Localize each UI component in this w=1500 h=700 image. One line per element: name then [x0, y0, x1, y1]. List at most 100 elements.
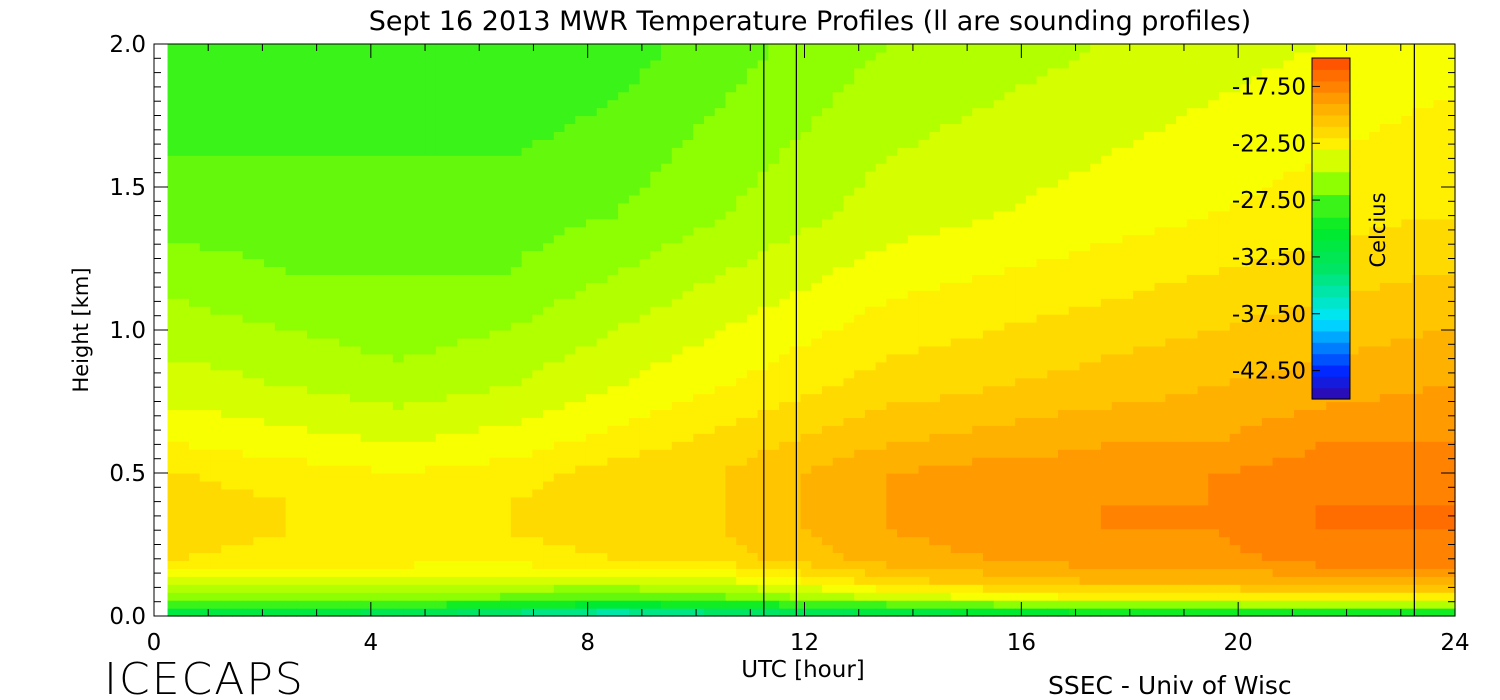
- heatmap-cell: [650, 457, 662, 466]
- heatmap-cell: [800, 234, 812, 244]
- heatmap-cell: [392, 250, 405, 260]
- heatmap-cell: [478, 123, 491, 132]
- heatmap-cell: [575, 314, 587, 323]
- heatmap-cell: [489, 67, 501, 77]
- heatmap-cell: [585, 163, 598, 172]
- heatmap-cell: [167, 369, 179, 379]
- heatmap-cell: [585, 155, 598, 164]
- heatmap-cell: [425, 107, 437, 117]
- heatmap-cell: [822, 449, 834, 458]
- heatmap-cell: [521, 417, 533, 426]
- heatmap-cell: [811, 91, 823, 101]
- heatmap-cell: [274, 584, 287, 593]
- heatmap-cell: [489, 480, 501, 490]
- heatmap-cell: [317, 457, 330, 466]
- heatmap-cell: [628, 385, 641, 395]
- heatmap-cell: [285, 480, 297, 490]
- heatmap-cell: [285, 345, 297, 355]
- heatmap-cell: [274, 520, 287, 530]
- heatmap-cell: [328, 568, 340, 577]
- heatmap-cell: [822, 83, 834, 93]
- heatmap-cell: [789, 171, 802, 180]
- heatmap-cell: [457, 441, 469, 450]
- heatmap-cell: [886, 369, 898, 379]
- heatmap-cell: [189, 560, 201, 569]
- heatmap-cell: [639, 465, 651, 474]
- heatmap-cell: [875, 465, 887, 474]
- heatmap-cell: [714, 433, 727, 442]
- heatmap-cell: [714, 441, 727, 450]
- heatmap-cell: [371, 115, 383, 125]
- heatmap-cell: [360, 258, 372, 268]
- heatmap-cell: [575, 473, 587, 482]
- heatmap-cell: [736, 592, 748, 601]
- heatmap-cell: [317, 345, 330, 355]
- heatmap-cell: [328, 44, 340, 53]
- heatmap-cell: [843, 552, 855, 561]
- heatmap-cell: [703, 123, 716, 132]
- heatmap-cell: [768, 258, 780, 268]
- heatmap-cell: [671, 560, 684, 569]
- heatmap-cell: [714, 385, 727, 395]
- heatmap-cell: [596, 480, 609, 490]
- heatmap-cell: [725, 377, 737, 387]
- heatmap-cell: [360, 504, 372, 514]
- heatmap-cell: [221, 608, 233, 617]
- heatmap-cell: [854, 330, 866, 339]
- heatmap-cell: [414, 107, 426, 117]
- heatmap-cell: [317, 322, 330, 331]
- heatmap-cell: [167, 234, 179, 244]
- heatmap-cell: [392, 75, 405, 85]
- heatmap-cell: [822, 465, 834, 474]
- heatmap-cell: [639, 91, 651, 101]
- heatmap-cell: [478, 353, 491, 363]
- heatmap-cell: [242, 504, 254, 514]
- heatmap-cell: [800, 274, 812, 283]
- heatmap-cell: [585, 179, 598, 188]
- heatmap-cell: [725, 131, 737, 140]
- heatmap-cell: [864, 560, 877, 569]
- heatmap-cell: [714, 147, 727, 156]
- heatmap-cell: [585, 242, 598, 252]
- heatmap-cell: [371, 353, 383, 363]
- heatmap-cell: [886, 473, 898, 482]
- heatmap-cell: [317, 234, 330, 244]
- heatmap-cell: [800, 75, 812, 85]
- heatmap-cell: [650, 107, 662, 117]
- heatmap-cell: [789, 242, 802, 252]
- heatmap-cell: [779, 298, 791, 307]
- heatmap-cell: [553, 488, 566, 498]
- heatmap-cell: [703, 401, 716, 411]
- heatmap-cell: [425, 202, 437, 212]
- heatmap-cell: [296, 536, 308, 546]
- heatmap-cell: [242, 441, 254, 450]
- heatmap-cell: [628, 488, 641, 498]
- heatmap-cell: [789, 44, 802, 53]
- heatmap-cell: [682, 139, 694, 148]
- heatmap-cell: [317, 536, 330, 546]
- heatmap-cell: [886, 528, 898, 538]
- heatmap-cell: [650, 377, 662, 387]
- heatmap-cell: [414, 401, 426, 411]
- heatmap-cell: [489, 163, 501, 172]
- heatmap-cell: [339, 568, 351, 577]
- heatmap-cell: [446, 528, 458, 538]
- heatmap-cell: [467, 250, 480, 260]
- heatmap-cell: [285, 584, 297, 593]
- heatmap-cell: [317, 433, 330, 442]
- heatmap-cell: [167, 83, 179, 93]
- heatmap-cell: [500, 107, 512, 117]
- heatmap-cell: [414, 306, 426, 315]
- heatmap-cell: [650, 218, 662, 228]
- heatmap-cell: [500, 179, 512, 188]
- heatmap-cell: [253, 242, 265, 252]
- heatmap-cell: [650, 234, 662, 244]
- heatmap-cell: [242, 187, 254, 196]
- heatmap-cell: [210, 385, 222, 395]
- heatmap-cell: [682, 361, 694, 371]
- heatmap-cell: [875, 345, 887, 355]
- heatmap-cell: [886, 433, 898, 442]
- heatmap-cell: [253, 330, 265, 339]
- heatmap-cell: [521, 560, 533, 569]
- heatmap-cell: [242, 473, 254, 482]
